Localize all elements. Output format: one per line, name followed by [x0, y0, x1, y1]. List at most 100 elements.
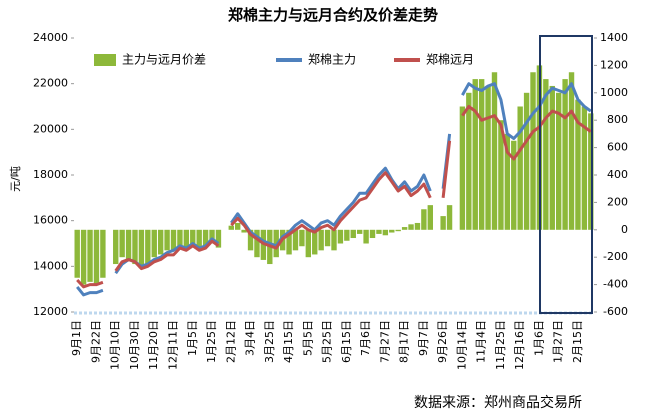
bar [170, 229, 177, 251]
x-tick-label: 11月25日 [494, 320, 507, 370]
x-tick-label: 5月5日 [301, 320, 314, 356]
bar [286, 229, 292, 255]
bar [466, 92, 472, 230]
bar [138, 229, 145, 269]
line [76, 105, 592, 289]
bar [202, 229, 209, 247]
y2-tick-label: 200 [607, 195, 628, 208]
bar [299, 229, 305, 247]
bar [151, 229, 157, 258]
bar [395, 229, 401, 232]
x-tick-label: 3月4日 [244, 320, 257, 356]
x-tick-label: 9月26日 [436, 320, 449, 363]
bar [504, 133, 511, 230]
x-tick-label: 8月17日 [398, 320, 411, 363]
bar [517, 106, 523, 230]
legend-label: 主力与远月价差 [122, 53, 206, 67]
bar [478, 79, 485, 230]
bar [472, 79, 478, 230]
y-axis-label: 元/吨 [9, 166, 22, 192]
x-tick-label: 2月12日 [224, 320, 237, 363]
y2-tick-label: 400 [607, 168, 628, 181]
bar [74, 229, 80, 278]
x-tick-label: 7月27日 [378, 320, 391, 363]
bar [157, 229, 164, 255]
line [76, 82, 592, 297]
bar [177, 229, 183, 247]
bar [581, 106, 588, 230]
plot: 12000140001600018000200002200024000-600-… [33, 31, 628, 370]
bar [312, 229, 318, 255]
bar [459, 106, 466, 230]
bar [498, 120, 504, 230]
bar [119, 229, 125, 258]
bar [408, 224, 414, 230]
legend-swatch [94, 54, 116, 66]
legend-label: 郑棉主力 [308, 52, 356, 67]
x-tick-label: 1月25日 [205, 320, 218, 363]
bar [530, 72, 536, 230]
bar [190, 229, 196, 244]
bar [485, 85, 491, 230]
bar [215, 229, 222, 248]
y2-tick-label: 600 [607, 141, 628, 154]
bar [254, 229, 260, 258]
y-tick-label: 18000 [33, 168, 68, 181]
x-tick-label: 10月10日 [109, 320, 122, 370]
bar [356, 229, 363, 234]
bar [132, 229, 138, 265]
bar [247, 229, 254, 251]
x-tick-label: 11月4日 [475, 320, 488, 363]
bar [337, 229, 344, 244]
x-tick-label: 1月5日 [186, 320, 199, 356]
y2-tick-label: 1000 [600, 86, 628, 99]
bar [427, 205, 433, 230]
x-tick-label: 10月30日 [128, 320, 141, 370]
bar [228, 225, 234, 230]
y-tick-label: 16000 [33, 214, 68, 227]
y2-tick-label: -200 [603, 250, 628, 263]
y2-tick-label: 0 [621, 223, 628, 236]
bar [421, 209, 427, 230]
bar [588, 113, 594, 230]
bar [414, 222, 421, 230]
bar [164, 229, 170, 251]
bar [382, 229, 389, 236]
bar [511, 140, 517, 230]
y-tick-label: 12000 [33, 305, 68, 318]
bar [324, 229, 331, 247]
bar [100, 229, 106, 278]
bar [446, 205, 453, 230]
bar [87, 229, 93, 282]
x-tick-label: 2月15日 [571, 320, 584, 363]
bar [562, 79, 568, 230]
bar [440, 216, 446, 230]
x-tick-label: 1月6日 [532, 320, 545, 356]
x-tick-label: 6月15日 [340, 320, 353, 363]
bar [145, 229, 151, 266]
x-tick-label: 12月16日 [513, 320, 526, 370]
y2-tick-label: -400 [603, 278, 628, 291]
bar [543, 79, 549, 230]
x-tick-label: 9月22日 [89, 320, 102, 363]
bar [209, 229, 215, 244]
bar [363, 229, 369, 244]
x-tick-label: 1月27日 [552, 320, 565, 363]
bar [241, 229, 247, 233]
bar [369, 229, 376, 239]
bar [183, 229, 190, 251]
bar [292, 229, 299, 251]
bar [555, 92, 562, 230]
bar [549, 85, 555, 230]
y-tick-label: 14000 [33, 259, 68, 272]
y2-tick-label: -600 [603, 305, 628, 318]
x-tick-label: 9月1日 [70, 320, 83, 356]
bar [113, 229, 119, 265]
legend-label: 郑棉远月 [426, 52, 474, 67]
bar [523, 92, 530, 230]
bar [235, 222, 241, 230]
x-tick-label: 3月25日 [263, 320, 276, 363]
chart-title: 郑棉主力与远月合约及价差走势 [228, 6, 438, 24]
y-tick-label: 22000 [33, 77, 68, 90]
